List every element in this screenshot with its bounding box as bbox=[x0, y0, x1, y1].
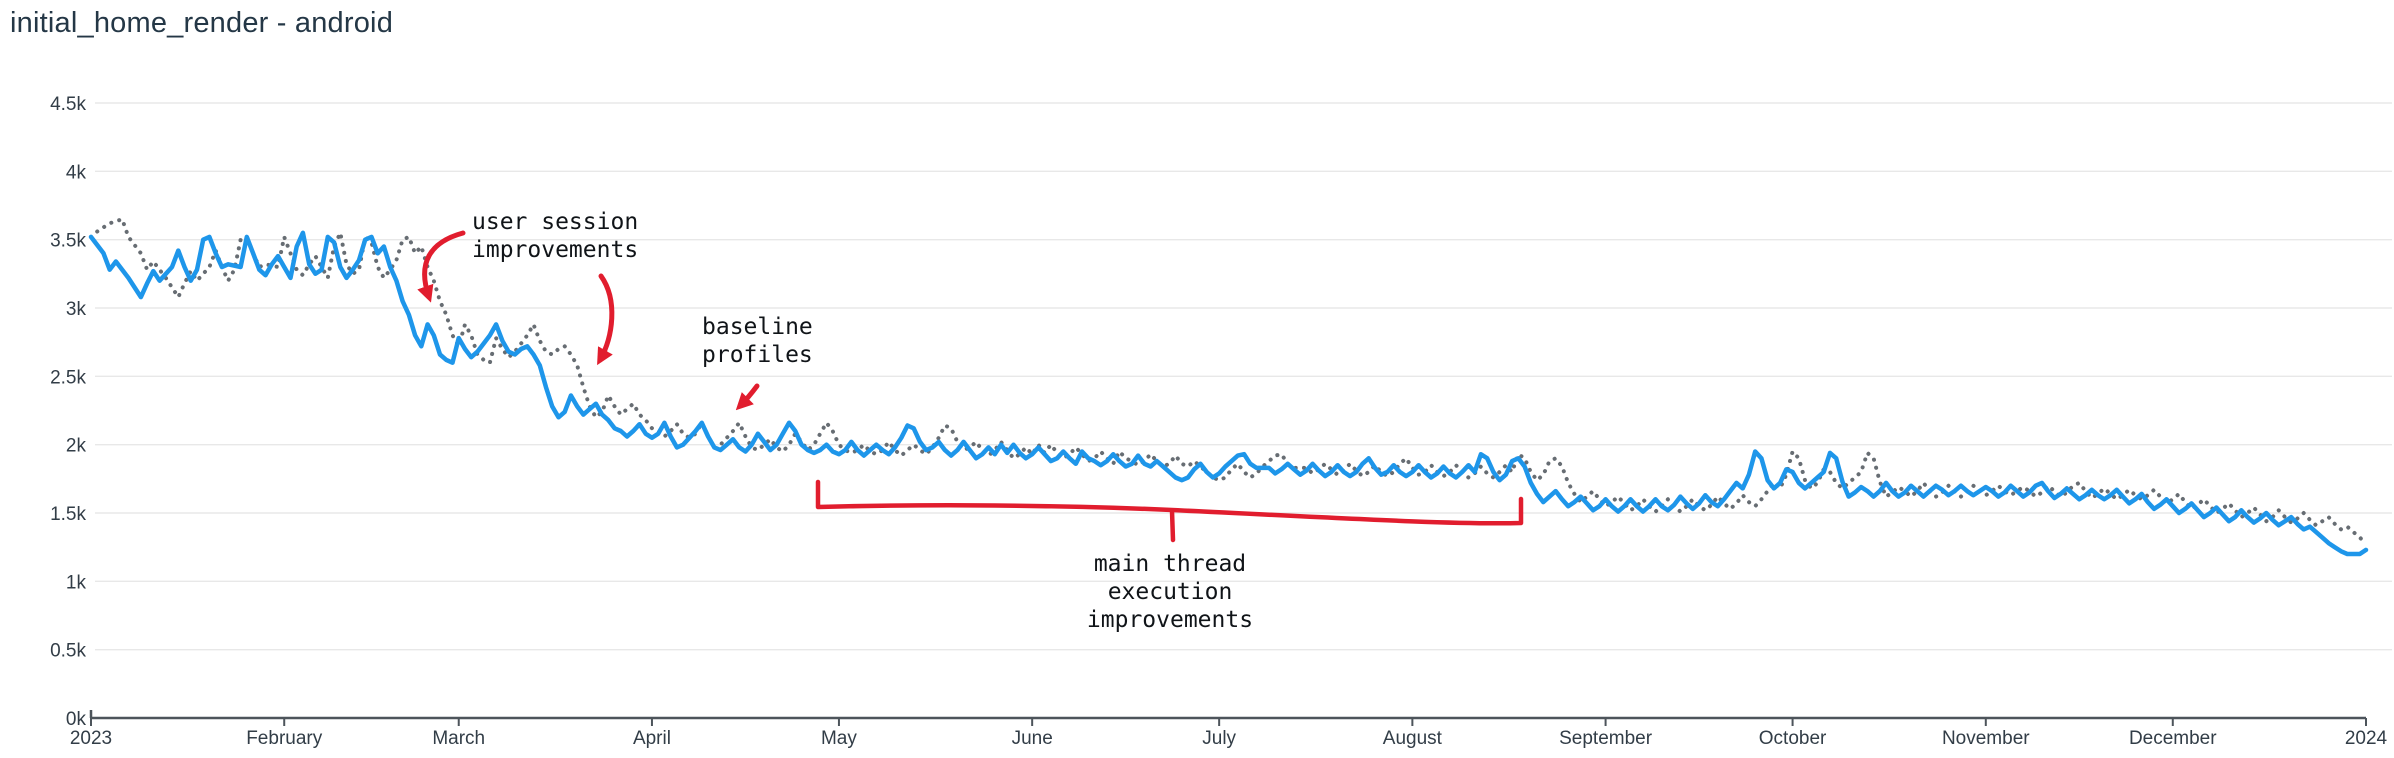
x-tick-label: November bbox=[1942, 728, 2030, 749]
annotation-bracket-main-thread bbox=[815, 479, 1524, 526]
gridlines: 0k 0.5k 1k 1.5k 2k 2.5k 3k 3.5k 4k 4.5k bbox=[50, 94, 2392, 730]
axes: 2023 February March April May June July August S… bbox=[70, 710, 2388, 749]
y-tick-label: 3.5k bbox=[50, 231, 86, 252]
annotation-baseline-profiles-line2: profiles bbox=[702, 342, 813, 368]
y-tick-label: 0.5k bbox=[50, 641, 86, 662]
annotation-arrow-user-session-1 bbox=[417, 230, 466, 303]
x-tick-label: March bbox=[432, 728, 485, 749]
x-tick-label: February bbox=[246, 728, 323, 749]
y-tick-label: 0k bbox=[66, 709, 87, 730]
annotation-user-session-line2: improvements bbox=[472, 237, 638, 263]
x-tick-label: August bbox=[1383, 728, 1443, 749]
x-tick-label: December bbox=[2129, 728, 2217, 749]
annotation-main-thread-line1: main thread bbox=[1094, 551, 1246, 577]
annotation-user-session-line1: user session bbox=[472, 209, 638, 235]
annotation-main-thread-line2: execution bbox=[1108, 579, 1233, 605]
y-tick-label: 4.5k bbox=[50, 94, 86, 115]
x-tick-label: 2024 bbox=[2345, 728, 2388, 749]
y-tick-label: 1.5k bbox=[50, 504, 86, 525]
annotation-bracket-tick-main-thread bbox=[1169, 508, 1176, 543]
x-tick-label: September bbox=[1559, 728, 1653, 749]
x-tick-label: October bbox=[1759, 728, 1827, 749]
annotation-arrow-baseline-profiles bbox=[735, 383, 760, 411]
y-tick-label: 3k bbox=[66, 299, 87, 320]
x-tick-label: May bbox=[821, 728, 857, 749]
annotation-arrow-user-session-2 bbox=[597, 273, 615, 366]
current-series-line bbox=[88, 230, 2369, 557]
y-tick-label: 4k bbox=[66, 162, 87, 183]
series-lines bbox=[88, 217, 2369, 557]
y-tick-label: 1k bbox=[66, 572, 87, 593]
annotation-main-thread-line3: improvements bbox=[1087, 607, 1253, 633]
annotations: user session improvements baseline profi… bbox=[417, 209, 1524, 633]
chart-title: initial_home_render - android bbox=[10, 7, 394, 39]
x-tick-label: June bbox=[1012, 728, 1053, 749]
x-tick-label: 2023 bbox=[70, 728, 112, 749]
x-tick-label: April bbox=[633, 728, 671, 749]
annotation-baseline-profiles-line1: baseline bbox=[702, 314, 813, 340]
x-tick-label: July bbox=[1202, 728, 1236, 749]
y-tick-label: 2k bbox=[66, 436, 87, 457]
y-tick-label: 2.5k bbox=[50, 367, 86, 388]
